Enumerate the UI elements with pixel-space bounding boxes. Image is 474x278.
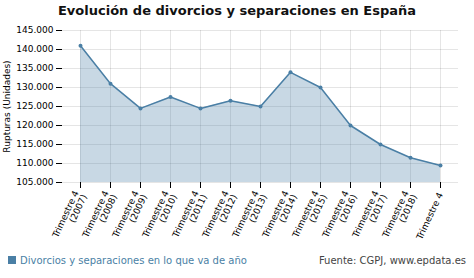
svg-text:Trimestre 4(2018): Trimestre 4(2018) xyxy=(380,189,419,244)
svg-text:120.000: 120.000 xyxy=(16,120,53,130)
svg-text:125.000: 125.000 xyxy=(16,101,53,111)
svg-text:Rupturas (Unidades): Rupturas (Unidades) xyxy=(2,60,12,152)
svg-text:Trimestre 4: Trimestre 4 xyxy=(414,191,445,242)
svg-text:140.000: 140.000 xyxy=(16,44,53,54)
svg-text:105.000: 105.000 xyxy=(16,177,53,187)
svg-text:110.000: 110.000 xyxy=(16,158,53,168)
svg-text:115.000: 115.000 xyxy=(16,139,53,149)
svg-text:135.000: 135.000 xyxy=(16,63,53,73)
svg-text:145.000: 145.000 xyxy=(16,25,53,35)
svg-text:130.000: 130.000 xyxy=(16,82,53,92)
